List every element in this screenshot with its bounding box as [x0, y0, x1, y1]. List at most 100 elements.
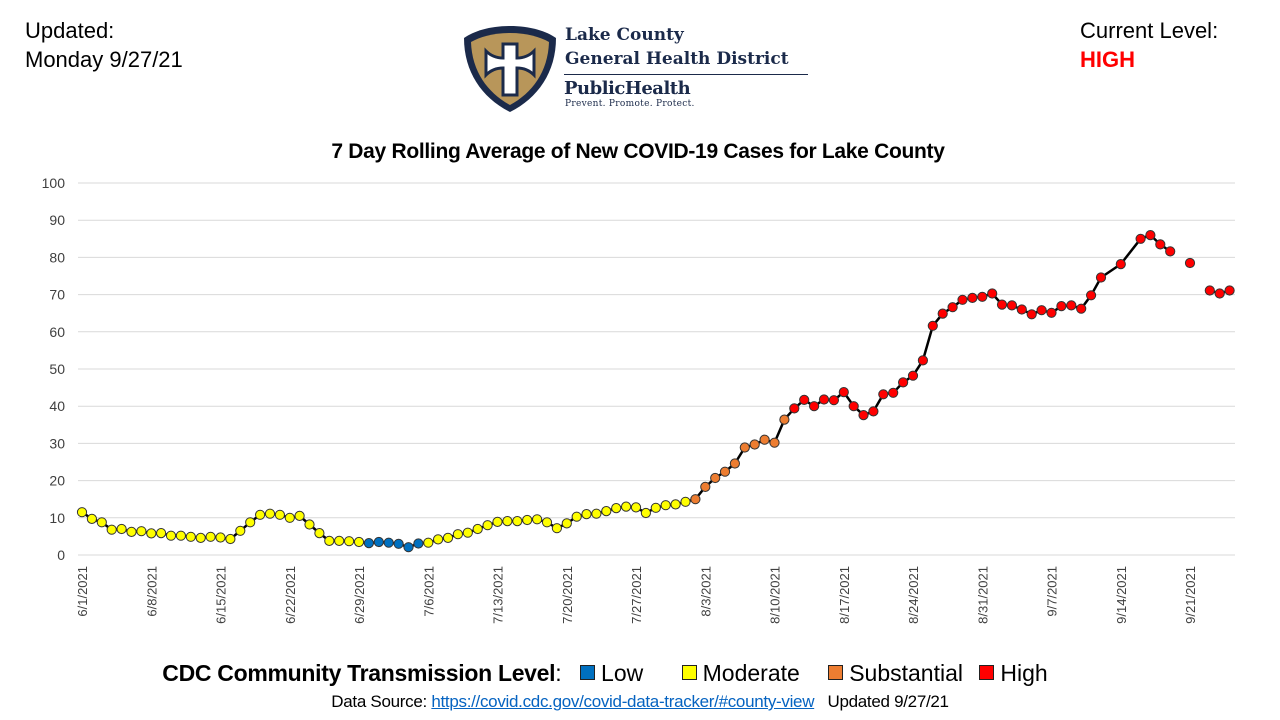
data-point: [1056, 301, 1067, 312]
data-point: [611, 503, 622, 514]
data-point: [591, 508, 602, 519]
data-point: [1086, 290, 1097, 301]
data-point: [917, 355, 929, 366]
data-point: [363, 538, 374, 549]
data-point: [601, 506, 612, 517]
x-tick-label: 7/20/2021: [560, 566, 575, 624]
legend-item-low: Low: [568, 660, 643, 686]
data-point: [987, 288, 998, 299]
data-point: [502, 516, 513, 527]
data-point: [1135, 233, 1146, 244]
data-point: [977, 291, 988, 302]
legend-colon: :: [555, 660, 562, 686]
series-line: [81, 233, 1230, 549]
x-axis-ticks: 6/1/2021 6/8/2021 6/15/2021 6/22/2021 6/29/2…: [75, 566, 1198, 624]
data-point: [957, 294, 968, 305]
data-point: [482, 520, 493, 531]
data-point: [205, 531, 216, 542]
logo-tagline: Prevent. Promote. Protect.: [565, 99, 695, 109]
logo-divider: [564, 74, 808, 75]
current-level-block: Current Level: HIGH: [1080, 16, 1218, 74]
data-point: [1224, 285, 1235, 296]
y-tick-label: 30: [49, 435, 65, 451]
data-point: [888, 387, 899, 398]
data-point: [907, 370, 919, 381]
y-tick-label: 70: [49, 287, 65, 303]
y-tick-label: 50: [49, 361, 65, 377]
x-tick-label: 8/31/2021: [975, 566, 990, 624]
legend-label-high: High: [1000, 660, 1048, 686]
data-point: [175, 530, 186, 541]
data-point: [927, 320, 938, 331]
data-point: [1204, 285, 1215, 296]
data-point: [136, 526, 147, 537]
y-axis-ticks: 0 10 20 30 40 50 60 70 80 90 100: [42, 175, 66, 563]
data-point: [1145, 230, 1156, 241]
data-point: [789, 403, 800, 414]
data-point: [413, 538, 424, 549]
x-tick-label: 7/27/2021: [629, 566, 644, 624]
data-point: [898, 377, 909, 388]
series-line-segment: [81, 233, 1171, 549]
data-point: [1036, 305, 1047, 316]
data-point: [353, 536, 365, 548]
data-point: [739, 442, 750, 453]
x-tick-label: 8/10/2021: [768, 566, 783, 624]
data-point: [541, 517, 553, 528]
data-point: [294, 510, 305, 522]
x-tick-label: 8/3/2021: [698, 566, 713, 617]
data-point: [818, 394, 830, 405]
y-tick-label: 80: [49, 249, 65, 265]
data-point: [719, 466, 731, 477]
data-source-link[interactable]: https://covid.cdc.gov/covid-data-tracker…: [431, 692, 815, 711]
data-point: [996, 299, 1008, 310]
x-tick-label: 6/8/2021: [144, 566, 159, 617]
data-point: [274, 509, 285, 520]
updated-date: Monday 9/27/21: [25, 47, 183, 72]
data-point: [334, 535, 345, 547]
data-point: [779, 414, 790, 425]
data-point: [670, 499, 681, 510]
data-point: [532, 514, 543, 525]
y-tick-label: 40: [49, 398, 65, 414]
lake-county-logo: Lake County General Health District Publ…: [460, 22, 820, 114]
y-tick-label: 60: [49, 324, 65, 340]
legend-swatch-moderate: [681, 665, 697, 680]
legend-title: CDC Community Transmission Level: [162, 660, 556, 686]
data-point: [1016, 304, 1027, 315]
data-point: [393, 538, 404, 549]
data-point: [680, 496, 691, 507]
data-point: [245, 517, 256, 528]
data-point: [749, 439, 760, 450]
data-point: [1184, 257, 1196, 269]
data-point: [522, 514, 533, 526]
y-tick-label: 20: [49, 473, 65, 489]
legend-swatch-high: [979, 665, 995, 680]
data-point: [195, 532, 206, 544]
data-point: [1066, 300, 1077, 311]
x-tick-label: 9/7/2021: [1045, 566, 1060, 617]
logo-line-1: Lake County: [565, 25, 684, 45]
data-point: [571, 511, 582, 522]
data-point: [1006, 300, 1018, 311]
logo-line-3: PublicHealth: [564, 78, 691, 99]
data-point: [1026, 309, 1037, 320]
data-point: [1046, 307, 1057, 318]
y-tick-label: 90: [49, 212, 65, 228]
data-point: [116, 523, 127, 535]
data-point: [86, 513, 98, 525]
current-level-label: Current Level:: [1080, 18, 1219, 43]
data-point: [284, 512, 295, 523]
x-tick-label: 6/22/2021: [283, 566, 298, 624]
data-point: [621, 501, 632, 512]
data-point: [165, 530, 177, 541]
data-point: [126, 526, 137, 538]
data-point: [759, 434, 770, 445]
data-point: [403, 542, 414, 553]
data-point: [1155, 239, 1166, 250]
data-point: [146, 528, 157, 539]
data-source-updated: Updated 9/27/21: [827, 692, 949, 711]
x-tick-label: 8/24/2021: [906, 566, 921, 624]
data-point: [947, 302, 958, 313]
